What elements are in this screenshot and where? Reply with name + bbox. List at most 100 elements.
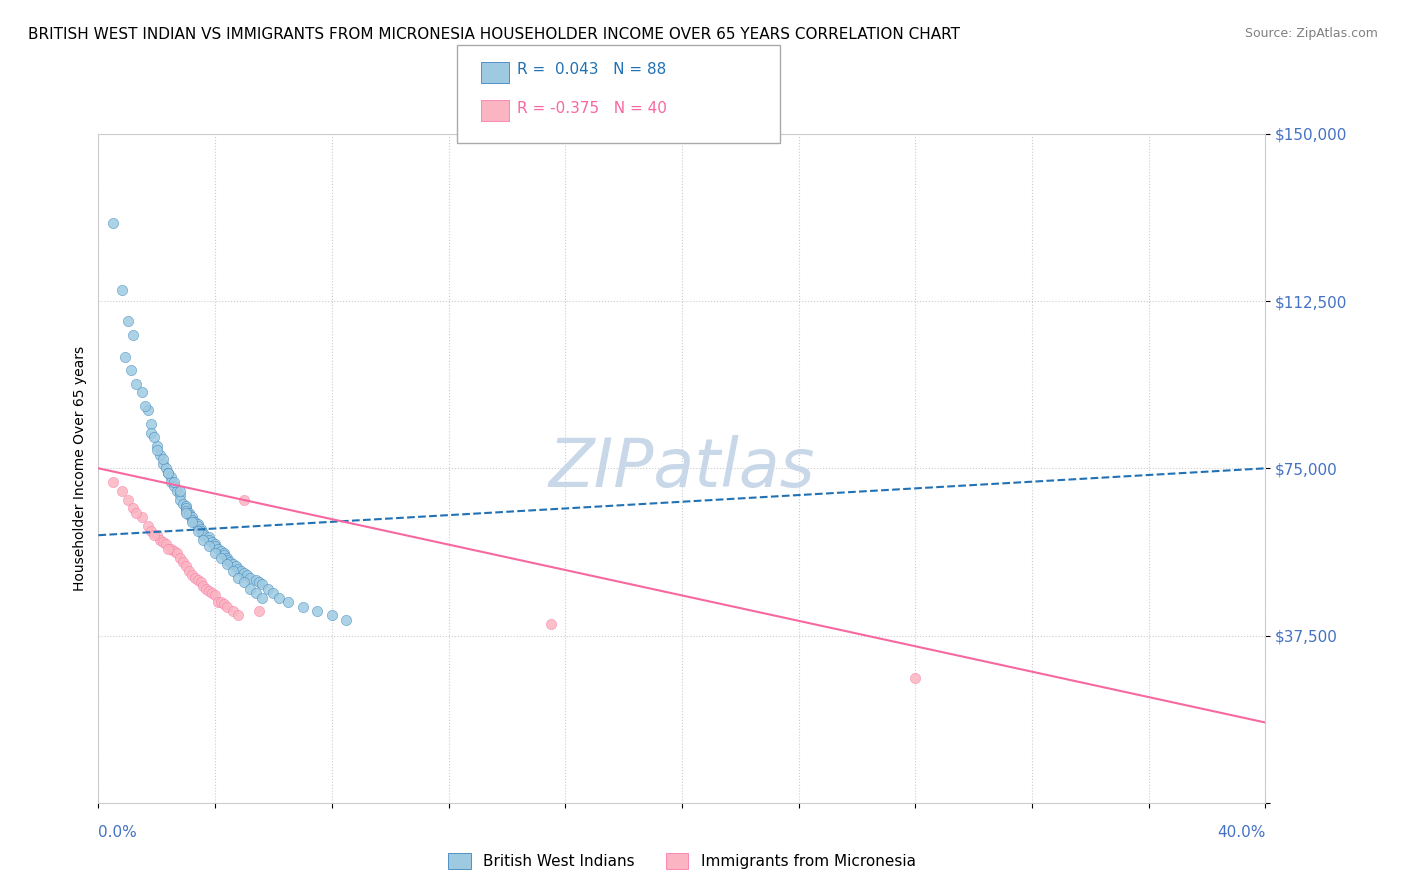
Point xyxy=(142,430,165,444)
Point xyxy=(307,604,329,618)
Point xyxy=(215,557,238,572)
Point xyxy=(174,500,197,514)
Point xyxy=(335,613,357,627)
Text: R = -0.375   N = 40: R = -0.375 N = 40 xyxy=(517,101,668,116)
Point xyxy=(136,403,159,417)
Point xyxy=(239,571,262,585)
Point xyxy=(221,557,243,572)
Point xyxy=(277,595,299,609)
Point xyxy=(187,524,209,538)
Point xyxy=(131,385,153,400)
Point xyxy=(212,546,235,560)
Point xyxy=(204,537,226,551)
Point xyxy=(215,552,238,567)
Text: BRITISH WEST INDIAN VS IMMIGRANTS FROM MICRONESIA HOUSEHOLDER INCOME OVER 65 YEA: BRITISH WEST INDIAN VS IMMIGRANTS FROM M… xyxy=(28,27,960,42)
Point xyxy=(117,314,139,328)
Text: R =  0.043   N = 88: R = 0.043 N = 88 xyxy=(517,62,666,78)
Point xyxy=(152,457,174,471)
Point xyxy=(169,488,191,502)
Point xyxy=(163,479,186,493)
Point xyxy=(187,573,209,587)
Point xyxy=(193,528,215,542)
Point xyxy=(201,535,224,549)
Point xyxy=(190,575,212,590)
Point xyxy=(157,466,180,480)
Point xyxy=(139,425,162,440)
Point xyxy=(146,443,169,458)
Point xyxy=(174,503,197,517)
Point xyxy=(215,599,238,614)
Point xyxy=(212,598,235,612)
Point xyxy=(149,448,172,462)
Point xyxy=(207,541,229,556)
Point xyxy=(204,589,226,603)
Point xyxy=(190,524,212,538)
Point xyxy=(177,564,200,578)
Point xyxy=(180,568,202,582)
Point xyxy=(250,577,273,591)
Point xyxy=(193,580,215,594)
Point xyxy=(198,584,221,599)
Point xyxy=(256,582,278,596)
Point xyxy=(233,566,256,581)
Text: ZIPatlas: ZIPatlas xyxy=(548,435,815,501)
Point xyxy=(117,492,139,507)
Point xyxy=(155,461,177,475)
Point xyxy=(157,541,180,556)
Point xyxy=(190,521,212,535)
Point xyxy=(221,564,243,578)
Point xyxy=(174,501,197,516)
Point xyxy=(177,508,200,523)
Point xyxy=(187,519,209,533)
Point xyxy=(114,350,136,364)
Point xyxy=(233,575,256,590)
Point xyxy=(247,604,270,618)
Point xyxy=(169,483,191,498)
Point xyxy=(215,550,238,565)
Point xyxy=(228,608,250,623)
Point xyxy=(247,575,270,590)
Point xyxy=(231,564,253,578)
Point xyxy=(177,506,200,520)
Point xyxy=(193,526,215,541)
Point xyxy=(122,327,145,342)
Point xyxy=(269,591,291,605)
Point xyxy=(195,582,218,596)
Point xyxy=(149,533,172,547)
Point xyxy=(262,586,284,600)
Point xyxy=(180,512,202,526)
Point xyxy=(291,599,314,614)
Point xyxy=(193,533,215,547)
Point xyxy=(236,568,259,582)
Point xyxy=(101,475,124,489)
Point xyxy=(131,510,153,524)
Point xyxy=(250,591,273,605)
Point xyxy=(139,417,162,431)
Point xyxy=(172,497,194,511)
Point xyxy=(180,510,202,524)
Point xyxy=(209,543,232,558)
Point xyxy=(172,555,194,569)
Point xyxy=(245,586,267,600)
Point xyxy=(239,582,262,596)
Point xyxy=(183,515,205,529)
Point xyxy=(174,506,197,520)
Point xyxy=(904,671,927,685)
Point xyxy=(183,571,205,585)
Point xyxy=(125,506,148,520)
Point xyxy=(198,533,221,547)
Point xyxy=(136,519,159,533)
Point xyxy=(225,559,247,574)
Point xyxy=(120,363,142,377)
Point xyxy=(160,541,183,556)
Point xyxy=(228,571,250,585)
Point xyxy=(209,595,232,609)
Point xyxy=(166,483,188,498)
Point xyxy=(174,559,197,574)
Point xyxy=(540,617,562,632)
Point xyxy=(221,604,243,618)
Point xyxy=(146,528,169,542)
Point xyxy=(233,492,256,507)
Point xyxy=(201,586,224,600)
Text: Source: ZipAtlas.com: Source: ZipAtlas.com xyxy=(1244,27,1378,40)
